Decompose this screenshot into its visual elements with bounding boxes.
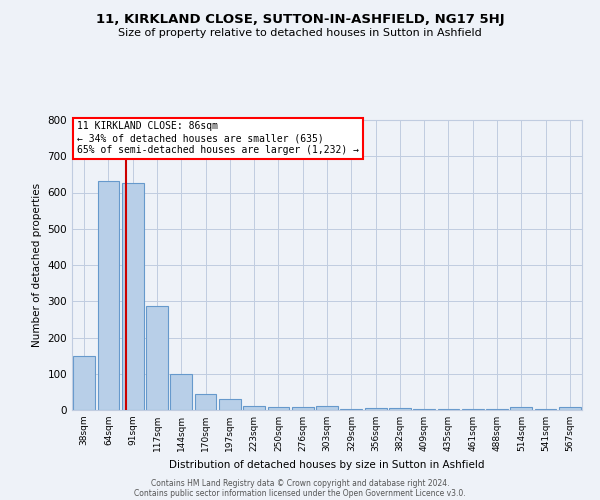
Bar — [194, 394, 217, 410]
Y-axis label: Number of detached properties: Number of detached properties — [32, 183, 42, 347]
Bar — [73, 356, 95, 410]
Bar — [219, 399, 241, 410]
Bar — [268, 407, 289, 410]
Bar — [170, 374, 192, 410]
Text: 11 KIRKLAND CLOSE: 86sqm
← 34% of detached houses are smaller (635)
65% of semi-: 11 KIRKLAND CLOSE: 86sqm ← 34% of detach… — [77, 122, 359, 154]
Bar — [122, 184, 143, 410]
Bar — [389, 408, 411, 410]
Text: Size of property relative to detached houses in Sutton in Ashfield: Size of property relative to detached ho… — [118, 28, 482, 38]
Text: Contains public sector information licensed under the Open Government Licence v3: Contains public sector information licen… — [134, 488, 466, 498]
Bar — [511, 407, 532, 410]
Bar — [316, 406, 338, 410]
Bar — [146, 306, 168, 410]
Bar — [243, 406, 265, 410]
Bar — [559, 408, 581, 410]
Bar — [292, 407, 314, 410]
Text: 11, KIRKLAND CLOSE, SUTTON-IN-ASHFIELD, NG17 5HJ: 11, KIRKLAND CLOSE, SUTTON-IN-ASHFIELD, … — [95, 12, 505, 26]
Bar — [97, 180, 119, 410]
X-axis label: Distribution of detached houses by size in Sutton in Ashfield: Distribution of detached houses by size … — [169, 460, 485, 469]
Text: Contains HM Land Registry data © Crown copyright and database right 2024.: Contains HM Land Registry data © Crown c… — [151, 478, 449, 488]
Bar — [365, 408, 386, 410]
